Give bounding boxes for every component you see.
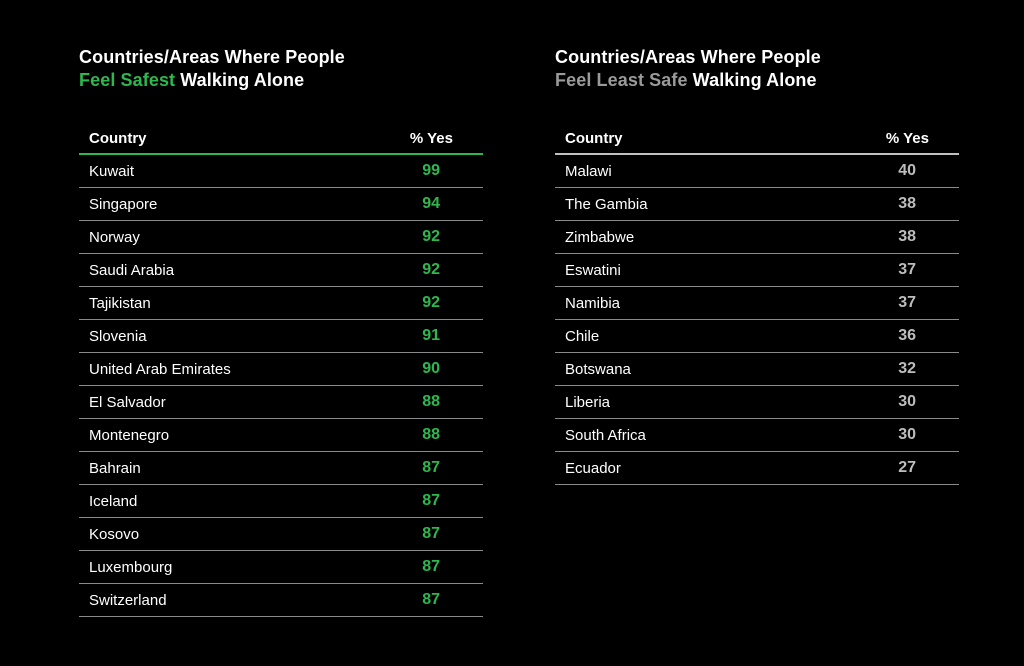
country-cell: Montenegro: [89, 426, 170, 444]
least-safe-header-row: Country % Yes: [555, 129, 959, 154]
table-row: Saudi Arabia 92: [79, 254, 483, 287]
country-cell: Chile: [565, 327, 600, 345]
country-cell: Malawi: [565, 162, 612, 180]
percent-yes-cell: 91: [422, 327, 440, 344]
least-safe-title-line1: Countries/Areas Where People: [555, 47, 821, 67]
percent-yes-cell: 87: [422, 459, 440, 476]
table-row: Switzerland 87: [79, 584, 483, 617]
table-row: The Gambia 38: [555, 188, 959, 221]
percent-yes-cell: 87: [422, 591, 440, 608]
country-cell: South Africa: [565, 426, 646, 444]
percent-yes-cell: 30: [898, 426, 916, 443]
table-row: Ecuador 27: [555, 452, 959, 485]
table-row: El Salvador 88: [79, 386, 483, 419]
least-safe-panel: Countries/Areas Where People Feel Least …: [555, 46, 959, 485]
table-row: Slovenia 91: [79, 320, 483, 353]
percent-yes-cell: 38: [898, 195, 916, 212]
percent-yes-cell: 37: [898, 261, 916, 278]
country-cell: Kuwait: [89, 162, 135, 180]
least-safe-table: Country % Yes Malawi 40 The Gambia 38 Zimbab…: [555, 129, 959, 485]
table-row: Malawi 40: [555, 154, 959, 188]
percent-yes-cell: 88: [422, 393, 440, 410]
country-cell: Liberia: [565, 393, 611, 411]
least-safe-title-line2: Feel Least Safe Walking Alone: [555, 69, 959, 92]
table-row: Zimbabwe 38: [555, 221, 959, 254]
country-cell: El Salvador: [89, 393, 166, 411]
country-cell: Iceland: [89, 492, 138, 510]
least-safe-title: Countries/Areas Where People Feel Least …: [555, 46, 959, 92]
table-row: Namibia 37: [555, 287, 959, 320]
table-row: Iceland 87: [79, 485, 483, 518]
safest-col-country: Country: [89, 129, 147, 147]
country-cell: Eswatini: [565, 261, 621, 279]
least-safe-table-body: Malawi 40 The Gambia 38 Zimbabwe 38 Eswatini 37…: [555, 154, 959, 485]
table-row: Tajikistan 92: [79, 287, 483, 320]
country-cell: Switzerland: [89, 591, 167, 609]
percent-yes-cell: 87: [422, 558, 440, 575]
percent-yes-cell: 36: [898, 327, 916, 344]
country-cell: Tajikistan: [89, 294, 151, 312]
safest-col-pct: % Yes: [409, 129, 453, 147]
percent-yes-cell: 90: [422, 360, 440, 377]
safest-panel: Countries/Areas Where People Feel Safest…: [79, 46, 483, 617]
table-row: Kuwait 99: [79, 154, 483, 188]
percent-yes-cell: 92: [422, 228, 440, 245]
table-row: South Africa 30: [555, 419, 959, 452]
country-cell: Namibia: [565, 294, 621, 312]
country-cell: The Gambia: [565, 195, 648, 213]
percent-yes-cell: 88: [422, 426, 440, 443]
least-safe-title-accent: Feel Least Safe: [555, 70, 688, 90]
safest-table: Country % Yes Kuwait 99 Singapore 94 Norway 9…: [79, 129, 483, 617]
table-row: Chile 36: [555, 320, 959, 353]
country-cell: Ecuador: [565, 459, 621, 477]
country-cell: Slovenia: [89, 327, 147, 345]
safest-title-rest: Walking Alone: [175, 70, 305, 90]
safest-header-row: Country % Yes: [79, 129, 483, 154]
percent-yes-cell: 38: [898, 228, 916, 245]
table-row: Botswana 32: [555, 353, 959, 386]
table-row: Bahrain 87: [79, 452, 483, 485]
percent-yes-cell: 94: [422, 195, 440, 212]
percent-yes-cell: 92: [422, 261, 440, 278]
safest-title-line2: Feel Safest Walking Alone: [79, 69, 483, 92]
table-row: Liberia 30: [555, 386, 959, 419]
percent-yes-cell: 92: [422, 294, 440, 311]
country-cell: Saudi Arabia: [89, 261, 175, 279]
percent-yes-cell: 99: [422, 162, 440, 179]
safest-title-line1: Countries/Areas Where People: [79, 47, 345, 67]
percent-yes-cell: 30: [898, 393, 916, 410]
country-cell: Botswana: [565, 360, 631, 378]
safest-title: Countries/Areas Where People Feel Safest…: [79, 46, 483, 92]
least-safe-col-country: Country: [565, 129, 623, 147]
percent-yes-cell: 40: [898, 162, 916, 179]
safest-title-accent: Feel Safest: [79, 70, 176, 90]
table-row: Montenegro 88: [79, 419, 483, 452]
country-cell: Singapore: [89, 195, 158, 213]
table-row: Norway 92: [79, 221, 483, 254]
table-row: Luxembourg 87: [79, 551, 483, 584]
table-row: Eswatini 37: [555, 254, 959, 287]
percent-yes-cell: 37: [898, 294, 916, 311]
percent-yes-cell: 87: [422, 525, 440, 542]
country-cell: Norway: [89, 228, 140, 246]
least-safe-title-rest: Walking Alone: [687, 70, 817, 90]
percent-yes-cell: 27: [898, 459, 916, 476]
country-cell: Kosovo: [89, 525, 140, 543]
table-row: Kosovo 87: [79, 518, 483, 551]
country-cell: Zimbabwe: [565, 228, 635, 246]
safest-table-body: Kuwait 99 Singapore 94 Norway 92 Saudi Arabia 9…: [79, 154, 483, 617]
table-row: United Arab Emirates 90: [79, 353, 483, 386]
least-safe-col-pct: % Yes: [885, 129, 929, 147]
country-cell: Bahrain: [89, 459, 141, 477]
country-cell: Luxembourg: [89, 558, 173, 576]
country-cell: United Arab Emirates: [89, 360, 231, 378]
percent-yes-cell: 87: [422, 492, 440, 509]
table-row: Singapore 94: [79, 188, 483, 221]
percent-yes-cell: 32: [898, 360, 916, 377]
